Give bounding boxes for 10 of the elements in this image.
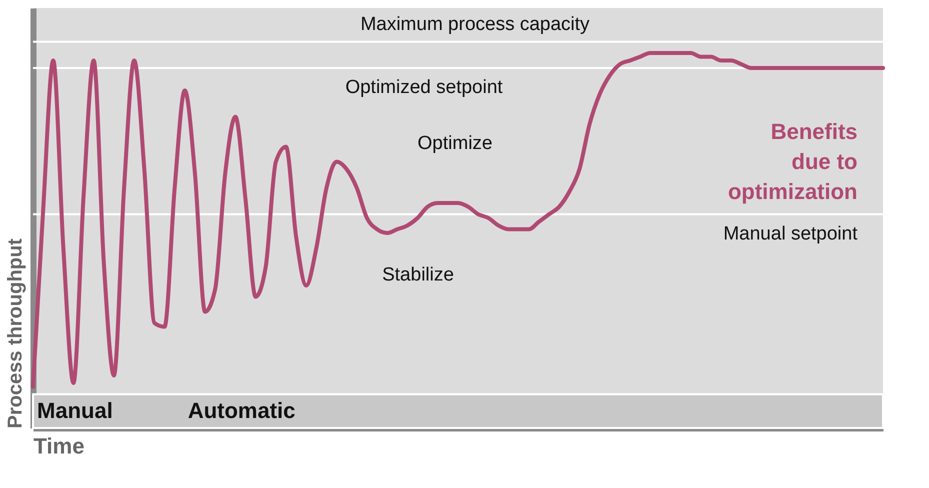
annotation: Manual [37, 398, 113, 424]
ref-line-label: Maximum process capacity [360, 14, 590, 35]
annotation: Benefits due to optimization [728, 118, 858, 204]
annotation: Optimize [418, 133, 492, 154]
x-axis-title: Time [34, 434, 84, 458]
ref-line-label: Optimized setpoint [345, 77, 504, 98]
annotation: Stabilize [382, 264, 454, 286]
annotation: Automatic [188, 398, 296, 424]
y-axis-title: Process throughput [4, 238, 26, 428]
ref-line-label: Manual setpoint [723, 223, 858, 244]
